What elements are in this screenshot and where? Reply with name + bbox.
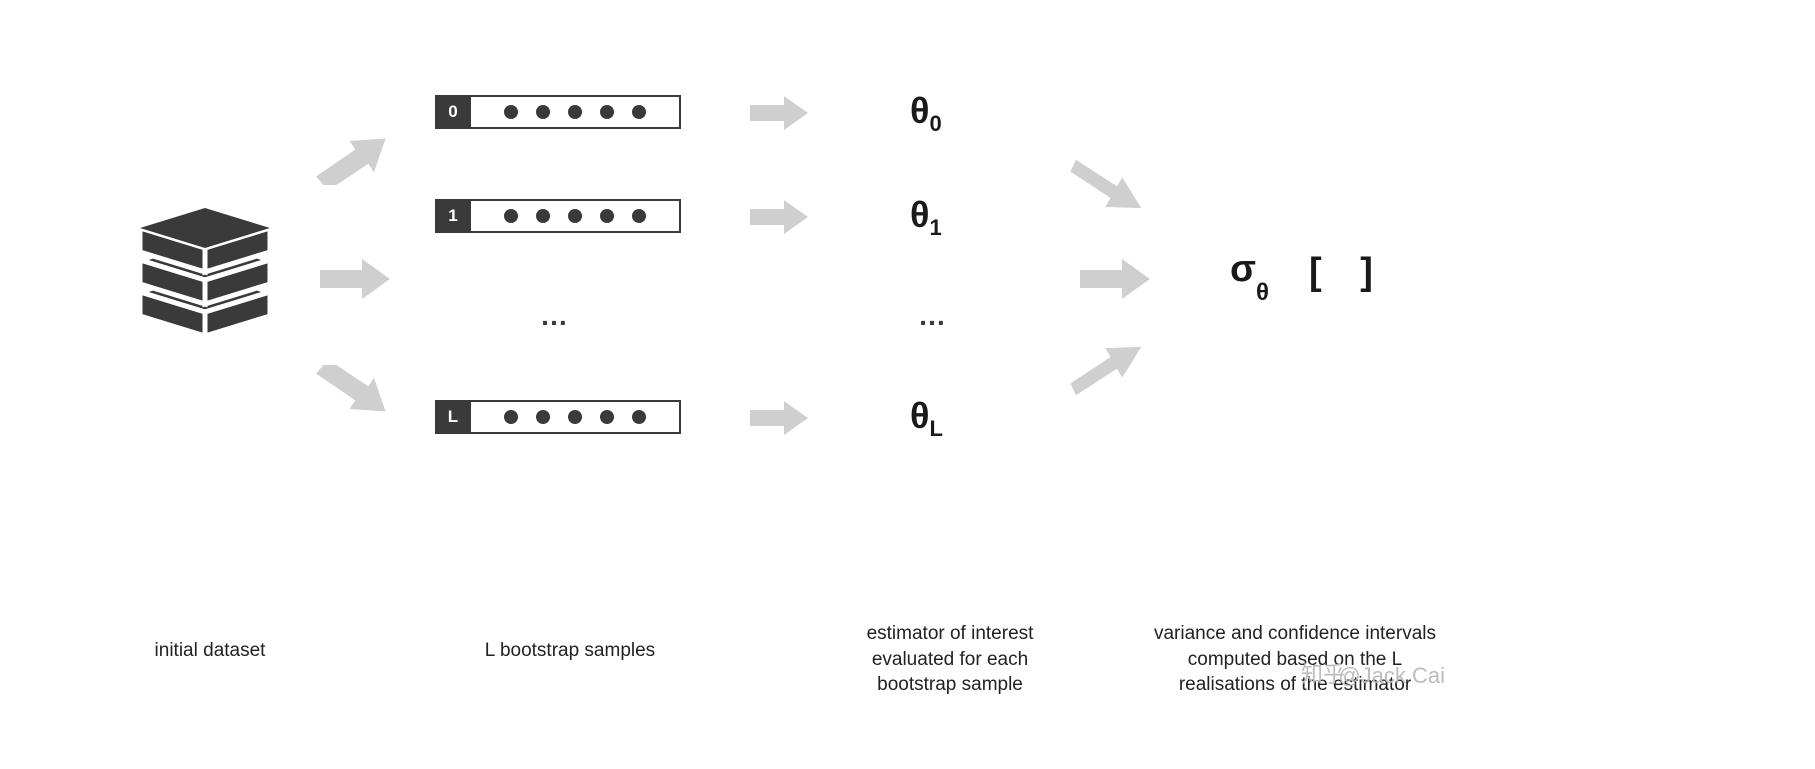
caption-col2: L bootstrap samples	[460, 638, 680, 664]
theta-0: θ0	[910, 90, 942, 132]
db-stack-svg	[130, 200, 280, 350]
arrow-ds-to-sample-0	[310, 130, 390, 185]
sample-row-0: 0	[435, 95, 681, 129]
arrow-sample-0-theta	[750, 93, 810, 133]
watermark-author: @Jack Cai	[1338, 663, 1445, 689]
brackets-icon: [ ]	[1309, 251, 1387, 294]
arrow-theta-to-result-mid	[1080, 256, 1150, 302]
result-block: σθ [ ]	[1230, 248, 1387, 297]
sample-index-L: L	[435, 400, 471, 434]
arrow-sample-1-theta	[750, 197, 810, 237]
sample-body-1	[471, 199, 681, 233]
arrow-ds-to-sample-1	[320, 256, 390, 302]
theta-1: θ1	[910, 194, 942, 236]
sigma-theta: σθ	[1230, 248, 1269, 297]
arrow-ds-to-sample-L	[310, 365, 390, 420]
dataset-icon	[130, 200, 280, 350]
sample-body-L	[471, 400, 681, 434]
arrow-theta-to-result-top	[1070, 155, 1150, 210]
theta-ellipsis: …	[918, 300, 950, 332]
arrow-theta-to-result-bot	[1070, 345, 1150, 400]
sample-index-1: 1	[435, 199, 471, 233]
theta-L: θL	[910, 395, 943, 437]
samples-ellipsis: …	[540, 300, 572, 332]
caption-col1: initial dataset	[135, 638, 285, 664]
caption-col3: estimator of interest evaluated for each…	[830, 621, 1070, 698]
sample-index-0: 0	[435, 95, 471, 129]
sample-row-1: 1	[435, 199, 681, 233]
sample-body-0	[471, 95, 681, 129]
sample-row-L: L	[435, 400, 681, 434]
arrow-sample-L-theta	[750, 398, 810, 438]
